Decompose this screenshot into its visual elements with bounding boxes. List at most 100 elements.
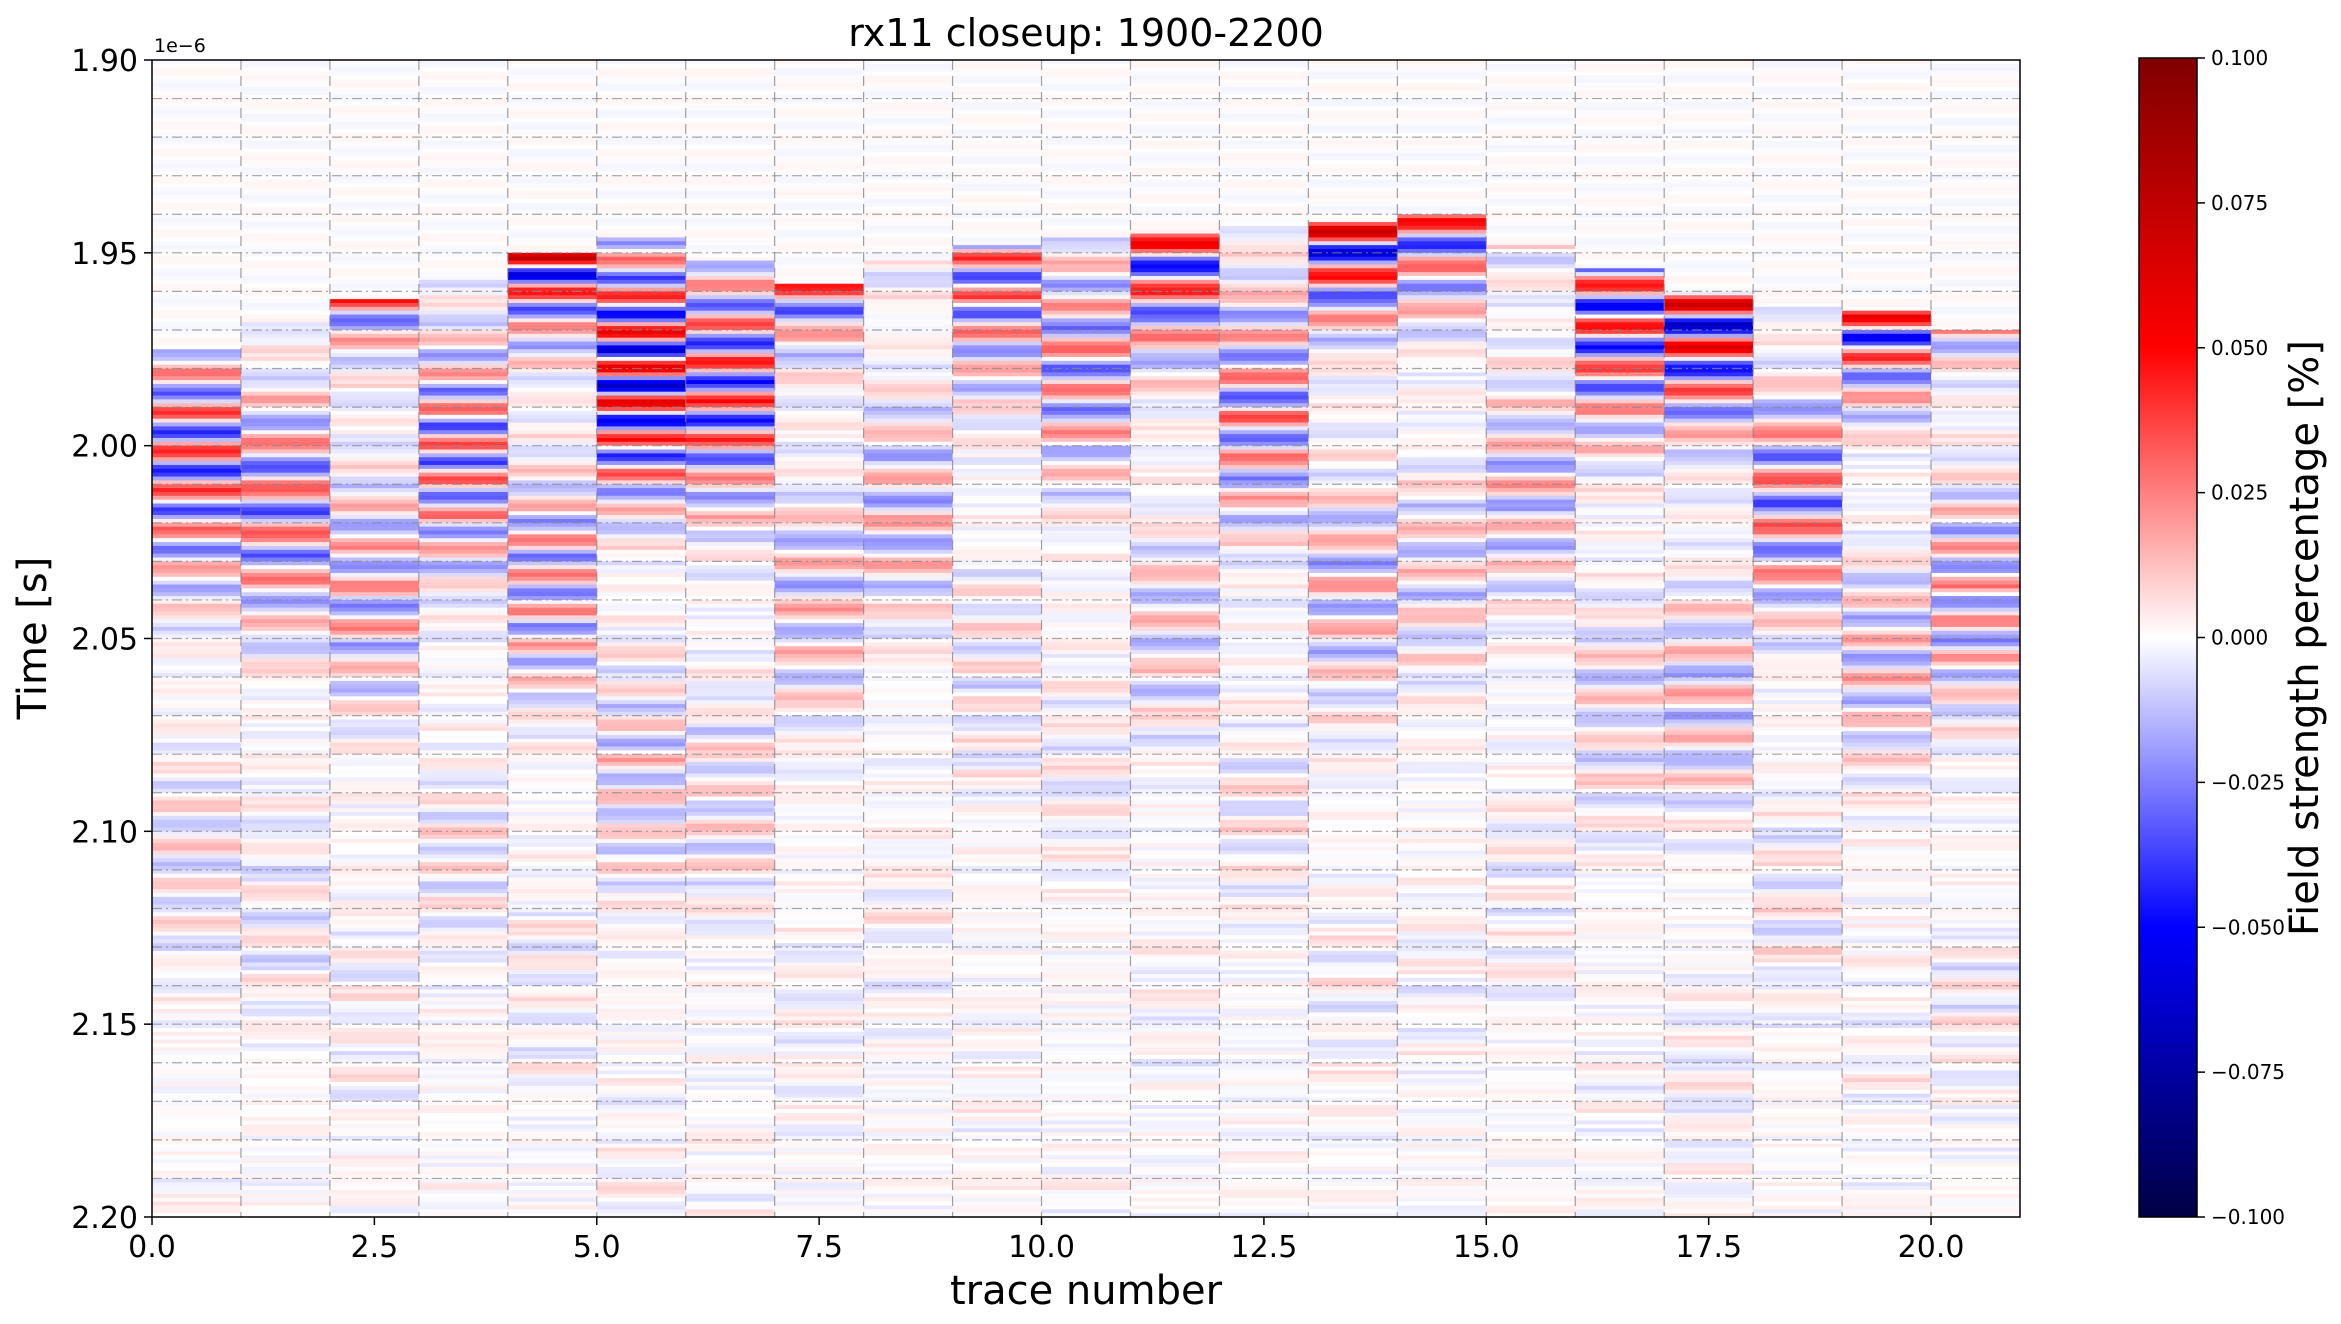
heatmap-cell (1397, 356, 1487, 362)
heatmap-cell (952, 931, 1043, 937)
heatmap-cell (152, 719, 242, 724)
heatmap-cell (1219, 464, 1309, 470)
heatmap-cell (952, 889, 1043, 894)
heatmap-cell (152, 808, 242, 813)
heatmap-cell (1219, 549, 1309, 555)
heatmap-cell (1308, 333, 1398, 339)
heatmap-cell (1397, 349, 1487, 354)
heatmap-cell (152, 268, 242, 273)
heatmap-cell (152, 931, 242, 937)
heatmap-cell (1130, 873, 1220, 879)
heatmap-cell (418, 333, 509, 339)
heatmap-cell (1486, 264, 1576, 269)
heatmap-cell (1130, 1089, 1220, 1095)
heatmap-cell (952, 341, 1043, 346)
heatmap-cell (774, 769, 865, 775)
heatmap-cell (863, 414, 954, 420)
heatmap-cell (1308, 1066, 1398, 1072)
heatmap-cell (1130, 831, 1220, 836)
heatmap-cell (1041, 71, 1131, 77)
heatmap-cell (507, 746, 598, 751)
heatmap-cell (1308, 657, 1398, 663)
heatmap-cell (1130, 839, 1220, 844)
heatmap-cell (152, 1089, 242, 1095)
heatmap-cell (1397, 1101, 1487, 1106)
heatmap-cell (774, 441, 865, 447)
heatmap-cell (685, 850, 776, 856)
heatmap-cell (685, 835, 776, 840)
heatmap-cell (774, 245, 865, 250)
heatmap-cell (596, 985, 687, 991)
heatmap-cell (952, 302, 1043, 308)
heatmap-cell (1486, 1016, 1576, 1021)
heatmap-cell (685, 966, 776, 971)
heatmap-cell (240, 426, 331, 431)
heatmap-cell (774, 819, 865, 825)
heatmap-cell (952, 858, 1043, 863)
heatmap-cell (418, 117, 509, 123)
heatmap-cell (329, 958, 420, 964)
heatmap-cell (863, 156, 954, 161)
heatmap-cell (329, 121, 420, 127)
heatmap-cell (1130, 403, 1220, 408)
heatmap-cell (1219, 1020, 1309, 1025)
heatmap-cell (1308, 931, 1398, 937)
heatmap-cell (952, 306, 1043, 312)
heatmap-cell (152, 673, 242, 678)
heatmap-cell (1130, 245, 1220, 250)
heatmap-cell (1041, 611, 1131, 616)
heatmap-cell (596, 800, 687, 805)
heatmap-cell (152, 499, 242, 505)
heatmap-cell (1397, 1174, 1487, 1180)
heatmap-cell (1041, 171, 1131, 177)
heatmap-cell (1041, 445, 1131, 451)
heatmap-cell (596, 634, 687, 640)
heatmap-cell (418, 935, 509, 940)
heatmap-cell (1308, 950, 1398, 956)
heatmap-cell (1219, 692, 1309, 697)
heatmap-cell (329, 1182, 420, 1187)
heatmap-cell (1041, 599, 1131, 605)
heatmap-cell (1486, 792, 1576, 798)
heatmap-cell (685, 380, 776, 385)
heatmap-cell (240, 499, 331, 505)
heatmap-cell (1575, 630, 1665, 636)
heatmap-cell (1041, 1128, 1131, 1133)
heatmap-cell (240, 827, 331, 832)
heatmap-cell (1575, 260, 1665, 266)
heatmap-cell (774, 827, 865, 832)
heatmap-cell (596, 248, 687, 254)
heatmap-cell (685, 900, 776, 906)
heatmap-cell (1486, 272, 1576, 277)
heatmap-cell (1041, 1058, 1131, 1064)
heatmap-cell (685, 264, 776, 269)
heatmap-cell (152, 356, 242, 362)
heatmap-cell (152, 742, 242, 748)
heatmap-cell (1308, 414, 1398, 420)
heatmap-cell (1308, 850, 1398, 856)
heatmap-cell (152, 233, 242, 239)
heatmap-cell (418, 904, 509, 910)
heatmap-cell (952, 245, 1043, 250)
heatmap-cell (1486, 750, 1576, 755)
heatmap-cell (329, 79, 420, 84)
heatmap-cell (1308, 403, 1398, 408)
heatmap-cell (1486, 191, 1576, 196)
heatmap-cell (774, 1001, 865, 1006)
heatmap-cell (1486, 588, 1576, 593)
heatmap-cell (685, 557, 776, 562)
heatmap-cell (1041, 943, 1131, 948)
heatmap-cell (1041, 900, 1131, 906)
heatmap-cell (240, 1105, 331, 1110)
heatmap-cell (1130, 1070, 1220, 1075)
heatmap-cell (1397, 981, 1487, 987)
heatmap-cell (152, 1070, 242, 1075)
heatmap-cell (1130, 777, 1220, 782)
heatmap-cell (774, 175, 865, 181)
heatmap-cell (1486, 113, 1576, 119)
heatmap-cell (952, 653, 1043, 659)
heatmap-cell (240, 873, 331, 879)
heatmap-cell (1397, 60, 1487, 65)
heatmap-cell (418, 526, 509, 532)
heatmap-cell (774, 893, 865, 898)
